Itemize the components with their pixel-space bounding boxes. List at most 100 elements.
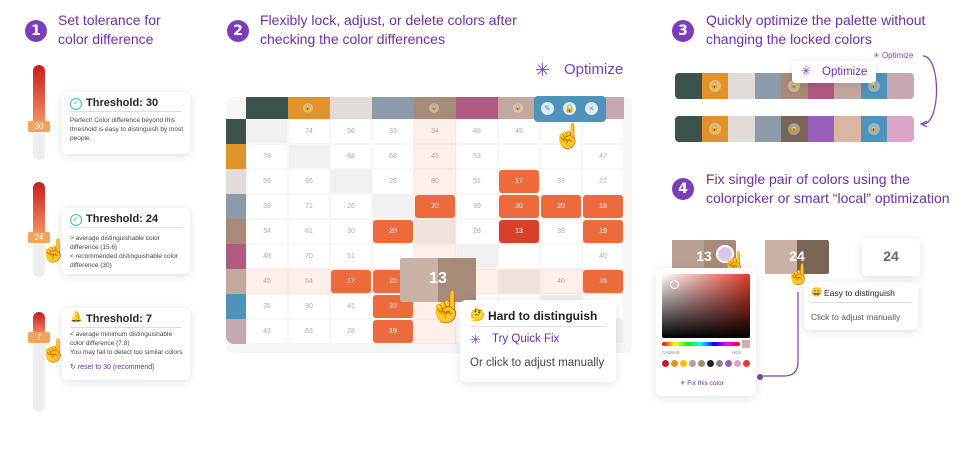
matrix-side-swatch[interactable] [226,119,246,144]
matrix-cell[interactable]: 27 [583,170,623,193]
matrix-cell[interactable] [541,145,581,168]
matrix-cell[interactable] [541,120,581,143]
adjust-icon[interactable]: ✎ [541,102,554,115]
matrix-cell[interactable]: 20 [373,220,413,243]
matrix-cell[interactable]: 18 [583,195,623,218]
matrix-cell[interactable]: 68 [331,145,371,168]
matrix-side-swatch[interactable] [226,294,246,319]
palette-swatch[interactable] [675,116,702,142]
matrix-cell[interactable]: 43 [247,320,287,343]
matrix-side-swatch[interactable] [226,269,246,294]
palette-swatch[interactable] [754,73,782,99]
preset-swatch[interactable] [707,360,714,367]
preset-swatch[interactable] [716,360,723,367]
matrix-cell[interactable]: 51 [331,245,371,268]
palette-swatch[interactable] [887,116,914,142]
lock-icon[interactable]: 🔒 [788,123,800,135]
matrix-cell[interactable]: 51 [457,170,497,193]
hue-slider[interactable] [662,342,740,346]
manual-adjust-text[interactable]: Or click to adjust manually [470,357,605,369]
preset-swatch[interactable] [725,360,732,367]
matrix-cell[interactable]: 34 [247,220,287,243]
matrix-cell[interactable]: 54 [289,270,329,293]
lock-icon[interactable]: 🔒 [708,80,721,92]
matrix-cell[interactable]: 61 [289,220,329,243]
optimize-popup-button[interactable]: ✳ Optimize [792,61,876,83]
matrix-cell[interactable] [415,220,455,243]
matrix-cell[interactable] [331,170,371,193]
matrix-cell[interactable]: 20 [541,195,581,218]
selected-pair-cell[interactable]: 13 [400,258,476,302]
matrix-cell[interactable]: 53 [457,145,497,168]
matrix-side-swatch[interactable] [226,194,246,219]
matrix-cell[interactable]: 39 [541,220,581,243]
matrix-cell[interactable]: 33 [541,170,581,193]
preset-swatch[interactable] [698,360,705,367]
matrix-cell[interactable]: 39 [457,195,497,218]
lock-icon[interactable]: 🔒 [867,80,880,92]
matrix-cell[interactable]: 20 [415,195,455,218]
quick-fix-button[interactable]: Try Quick Fix [492,333,560,345]
lock-icon[interactable]: 🔒 [429,103,439,113]
matrix-side-swatch[interactable] [226,319,246,344]
reset-link[interactable]: ↻ reset to 30 (recommend) [70,364,155,371]
matrix-cell[interactable]: 48 [457,120,497,143]
matrix-cell[interactable]: 33 [373,120,413,143]
matrix-cell[interactable]: 74 [289,120,329,143]
lock-icon[interactable]: 🔒 [788,80,800,92]
palette-swatch[interactable] [887,73,914,99]
palette-swatch[interactable] [834,116,861,142]
colorpicker-handle[interactable] [716,245,734,263]
matrix-cell[interactable]: 19 [583,220,623,243]
matrix-cell[interactable]: 33 [247,195,287,218]
matrix-header-swatch[interactable] [246,97,288,119]
matrix-cell[interactable]: 30 [331,220,371,243]
lock-icon[interactable]: 🔒 [513,103,523,113]
pair-cell-24[interactable]: 24 [765,240,829,274]
lock-icon[interactable]: 🔒 [708,123,721,135]
matrix-cell[interactable]: 20 [499,195,539,218]
matrix-cell[interactable]: 56 [331,120,371,143]
palette-swatch[interactable]: 🔒 [860,116,888,142]
matrix-cell[interactable] [499,270,539,293]
palette-swatch[interactable] [807,116,835,142]
matrix-cell[interactable]: 70 [289,245,329,268]
lock-icon[interactable]: 🔒 [303,103,313,113]
matrix-cell[interactable]: 80 [415,170,455,193]
matrix-cell[interactable]: 45 [499,120,539,143]
matrix-cell[interactable]: 40 [583,245,623,268]
preset-swatch[interactable] [671,360,678,367]
matrix-cell[interactable]: 48 [247,245,287,268]
matrix-cell[interactable]: 45 [247,270,287,293]
matrix-cell[interactable]: 17 [499,170,539,193]
matrix-cell[interactable]: 28 [457,220,497,243]
matrix-cell[interactable]: 26 [331,195,371,218]
matrix-cell[interactable] [499,145,539,168]
matrix-header-swatch[interactable] [372,97,414,119]
matrix-cell[interactable]: 34 [415,120,455,143]
palette-swatch[interactable]: 🔒 [701,116,729,142]
matrix-cell[interactable]: 63 [289,320,329,343]
matrix-side-swatch[interactable] [226,169,246,194]
tolerance-slider-2[interactable] [33,182,45,277]
palette-swatch[interactable] [675,73,702,99]
tolerance-slider-1[interactable] [33,65,45,160]
matrix-cell[interactable] [415,320,455,343]
matrix-cell[interactable] [289,145,329,168]
matrix-cell[interactable]: 68 [373,145,413,168]
palette-swatch[interactable]: 🔒 [781,116,808,142]
matrix-cell[interactable]: 28 [373,170,413,193]
matrix-cell[interactable]: 19 [373,320,413,343]
matrix-cell[interactable]: 35 [247,295,287,318]
preset-swatch[interactable] [734,360,741,367]
matrix-cell[interactable]: 90 [289,295,329,318]
matrix-cell[interactable]: 56 [247,170,287,193]
matrix-cell[interactable] [583,120,623,143]
lock-icon[interactable]: 🔒 [563,102,576,115]
palette-swatch[interactable] [728,116,755,142]
optimize-button[interactable]: Optimize [564,61,624,78]
matrix-cell[interactable]: 13 [499,220,539,243]
matrix-header-swatch[interactable] [330,97,372,119]
hex-input[interactable]: CAB8A8 [662,350,680,355]
lock-icon[interactable]: 🔒 [867,123,880,135]
